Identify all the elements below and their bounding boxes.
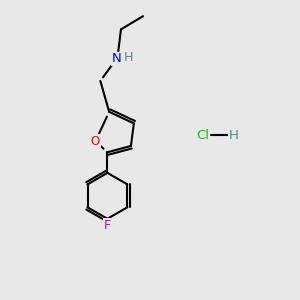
Text: H: H [229,129,239,142]
Text: O: O [91,135,100,148]
Text: H: H [124,52,134,64]
Text: N: N [112,52,122,65]
Text: Cl: Cl [196,129,209,142]
Text: F: F [104,219,111,232]
